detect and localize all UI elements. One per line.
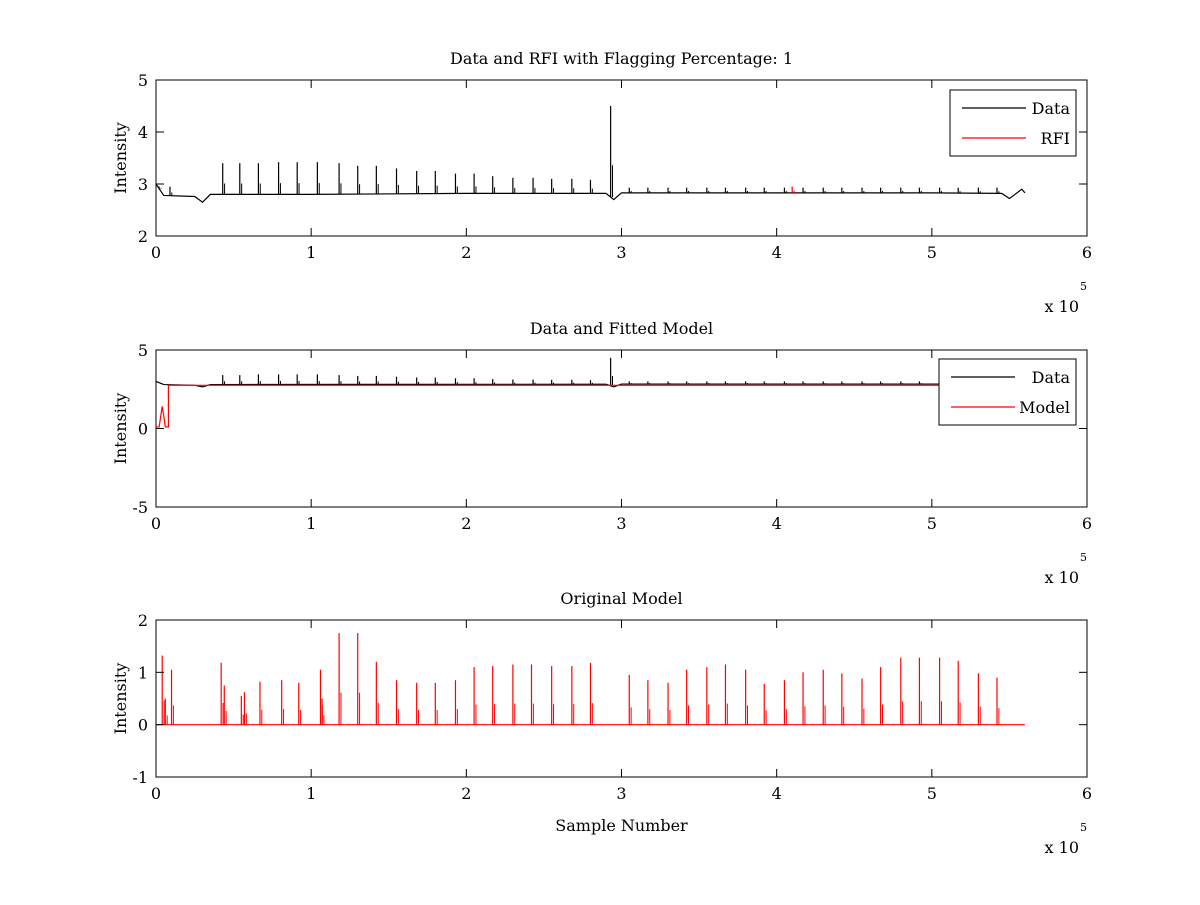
y-tick-label: 1	[138, 663, 148, 682]
x-multiplier-exponent: 5	[1080, 280, 1087, 293]
x-tick-label: 0	[151, 514, 161, 533]
x-tick-label: 3	[616, 784, 626, 803]
plot-area-1	[155, 79, 1088, 237]
x-axis-label-3: Sample Number	[555, 816, 688, 835]
y-tick-label: 5	[138, 341, 148, 360]
x-multiplier-exponent: 5	[1080, 551, 1087, 564]
y-tick-label: 5	[138, 71, 148, 90]
y-tick-label: 2	[138, 611, 148, 630]
x-multiplier-base: x 10	[1045, 297, 1079, 316]
y-axis-label-3: Intensity	[111, 663, 130, 735]
y-axis-label-2: Intensity	[111, 393, 130, 465]
chart-title-1: Data and RFI with Flagging Percentage: 1	[450, 49, 793, 68]
y-tick-label: -5	[132, 498, 148, 517]
x-tick-label: 0	[151, 784, 161, 803]
x-tick-label: 1	[306, 514, 316, 533]
x-tick-label: 1	[306, 784, 316, 803]
series-data-baseline	[155, 183, 1026, 203]
x-tick-label: 2	[461, 514, 471, 533]
y-tick-label: 0	[138, 716, 148, 735]
x-tick-label: 4	[772, 784, 782, 803]
x-tick-label: 5	[927, 514, 937, 533]
x-tick-label: 4	[772, 243, 782, 262]
x-tick-label: 6	[1082, 514, 1092, 533]
legend-label-data: Data	[1032, 99, 1071, 118]
y-tick-label: 2	[138, 227, 148, 246]
x-tick-label: 2	[461, 784, 471, 803]
x-tick-label: 2	[461, 243, 471, 262]
x-tick-label: 3	[616, 514, 626, 533]
legend-box-1	[949, 89, 1077, 157]
y-axis-label-1: Intensity	[111, 122, 130, 194]
y-tick-label: 3	[138, 175, 148, 194]
legend-label-rfi: RFI	[1041, 129, 1070, 148]
x-tick-label: 5	[927, 784, 937, 803]
x-tick-label: 6	[1082, 784, 1092, 803]
y-tick-label: 4	[138, 123, 148, 142]
x-tick-label: 3	[616, 243, 626, 262]
plot-area-3	[155, 619, 1088, 778]
legend-label-model: Model	[1019, 398, 1070, 417]
x-multiplier-base: x 10	[1045, 838, 1079, 857]
y-tick-label: 0	[138, 420, 148, 439]
series-model-baseline	[156, 384, 948, 428]
x-tick-label: 0	[151, 243, 161, 262]
legend-label-data: Data	[1032, 368, 1071, 387]
chart-title-2: Data and Fitted Model	[530, 319, 713, 338]
x-tick-label: 6	[1082, 243, 1092, 262]
x-multiplier-exponent: 5	[1080, 821, 1087, 834]
legend-box-2	[938, 358, 1077, 426]
x-tick-label: 4	[772, 514, 782, 533]
x-tick-label: 1	[306, 243, 316, 262]
y-tick-label: -1	[132, 768, 148, 787]
x-tick-label: 5	[927, 243, 937, 262]
x-multiplier-base: x 10	[1045, 568, 1079, 587]
chart-title-3: Original Model	[560, 589, 682, 608]
